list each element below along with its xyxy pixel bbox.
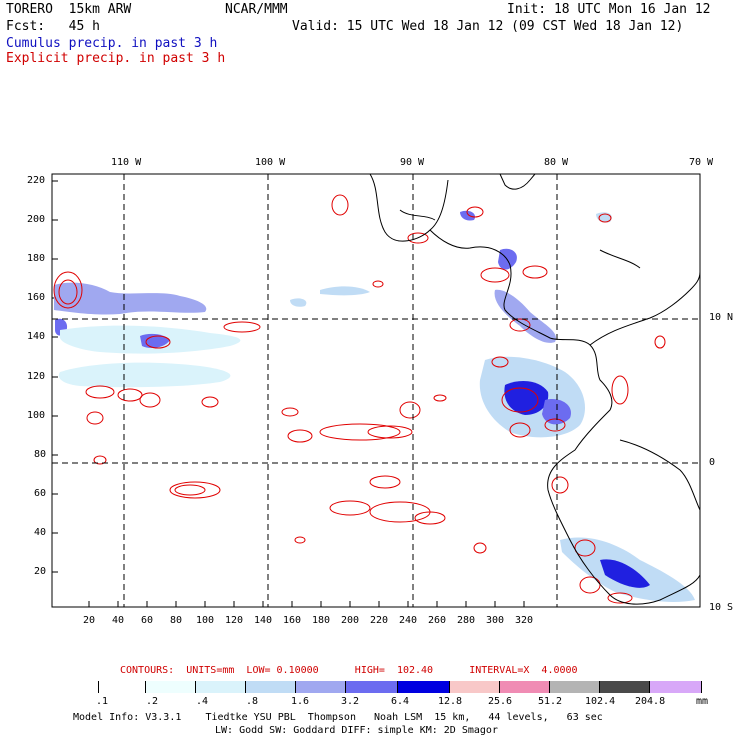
x-tick-label: 60 [141, 615, 154, 626]
scale-cell [600, 681, 650, 693]
scale-cell [500, 681, 550, 693]
y-tick-label: 120 [27, 371, 46, 382]
y-tick-label: 80 [34, 449, 47, 460]
scale-label: .2 [146, 696, 159, 707]
x-tick-label: 160 [283, 615, 302, 626]
scale-cell [398, 681, 450, 693]
y-ticks [52, 180, 58, 573]
scale-label: 51.2 [538, 696, 563, 707]
x-tick-label: 180 [312, 615, 331, 626]
graticule [52, 174, 700, 607]
x-tick-label: 260 [428, 615, 447, 626]
model-title: TORERO 15km ARW [6, 2, 132, 17]
lon-label-70w: 70 W [689, 157, 714, 168]
scale-label: 102.4 [585, 696, 616, 707]
scale-cell [550, 681, 600, 693]
organization-label: NCAR/MMM [225, 2, 288, 17]
x-tick-label: 100 [196, 615, 215, 626]
y-tick-label: 100 [27, 410, 46, 421]
scale-label: 3.2 [341, 696, 360, 707]
valid-time: Valid: 15 UTC Wed 18 Jan 12 (09 CST Wed … [292, 19, 684, 34]
scale-cell [296, 681, 346, 693]
scale-cell [346, 681, 398, 693]
scale-label: .8 [246, 696, 259, 707]
scale-cell [246, 681, 296, 693]
model-physics: LW: Godd SW: Goddard DIFF: simple KM: 2D… [215, 725, 498, 736]
scale-label: 25.6 [488, 696, 513, 707]
scale-cell [52, 681, 99, 693]
lat-label-10s: 10 S [709, 602, 734, 613]
x-tick-label: 220 [370, 615, 389, 626]
x-tick-label: 140 [254, 615, 273, 626]
y-tick-label: 200 [27, 214, 46, 225]
lat-label-0: 0 [709, 457, 716, 468]
y-tick-label: 20 [34, 566, 47, 577]
contours-info: CONTOURS: UNITS=mm LOW= 0.10000 HIGH= 10… [120, 665, 578, 676]
scale-unit: mm [696, 696, 709, 707]
x-tick-label: 240 [399, 615, 418, 626]
x-tick-label: 40 [112, 615, 125, 626]
x-ticks [88, 601, 525, 607]
scale-cell [99, 681, 146, 693]
scale-cell [146, 681, 196, 693]
cumulus-precip-shading [54, 210, 695, 603]
scale-cell [450, 681, 500, 693]
scale-cell [196, 681, 246, 693]
scale-label: 6.4 [391, 696, 410, 707]
explicit-precip-label: Explicit precip. in past 3 h [6, 51, 226, 66]
lon-label-90w: 90 W [400, 157, 425, 168]
y-tick-label: 160 [27, 292, 46, 303]
lon-label-110w: 110 W [111, 157, 142, 168]
x-tick-label: 80 [170, 615, 183, 626]
scale-label: .1 [96, 696, 109, 707]
x-tick-label: 280 [457, 615, 476, 626]
scale-label: 12.8 [438, 696, 463, 707]
lon-label-80w: 80 W [544, 157, 569, 168]
coastlines [369, 173, 701, 605]
scale-label: .4 [196, 696, 209, 707]
x-tick-label: 300 [486, 615, 505, 626]
init-time: Init: 18 UTC Mon 16 Jan 12 [507, 2, 711, 17]
x-tick-label: 320 [515, 615, 534, 626]
lat-label-10n: 10 N [709, 312, 734, 323]
cumulus-precip-label: Cumulus precip. in past 3 h [6, 36, 218, 51]
model-info: Model Info: V3.3.1 Tiedtke YSU PBL Thomp… [73, 712, 603, 723]
scale-label: 1.6 [291, 696, 310, 707]
explicit-precip-contours [53, 194, 666, 604]
x-tick-label: 20 [83, 615, 96, 626]
x-tick-label: 120 [225, 615, 244, 626]
map-frame [51, 173, 701, 608]
forecast-hour: Fcst: 45 h [6, 19, 100, 34]
x-tick-label: 200 [341, 615, 360, 626]
y-tick-label: 60 [34, 488, 47, 499]
scale-cell [650, 681, 702, 693]
y-tick-label: 140 [27, 331, 46, 342]
y-tick-label: 220 [27, 175, 46, 186]
y-tick-label: 180 [27, 253, 46, 264]
scale-label: 204.8 [635, 696, 666, 707]
y-tick-label: 40 [34, 527, 47, 538]
lon-label-100w: 100 W [255, 157, 286, 168]
